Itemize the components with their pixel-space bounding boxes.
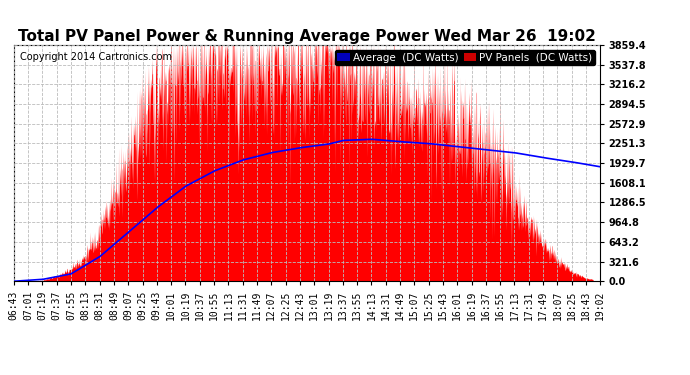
Title: Total PV Panel Power & Running Average Power Wed Mar 26  19:02: Total PV Panel Power & Running Average P… <box>18 29 596 44</box>
Text: Copyright 2014 Cartronics.com: Copyright 2014 Cartronics.com <box>19 52 172 62</box>
Legend: Average  (DC Watts), PV Panels  (DC Watts): Average (DC Watts), PV Panels (DC Watts) <box>335 50 595 65</box>
